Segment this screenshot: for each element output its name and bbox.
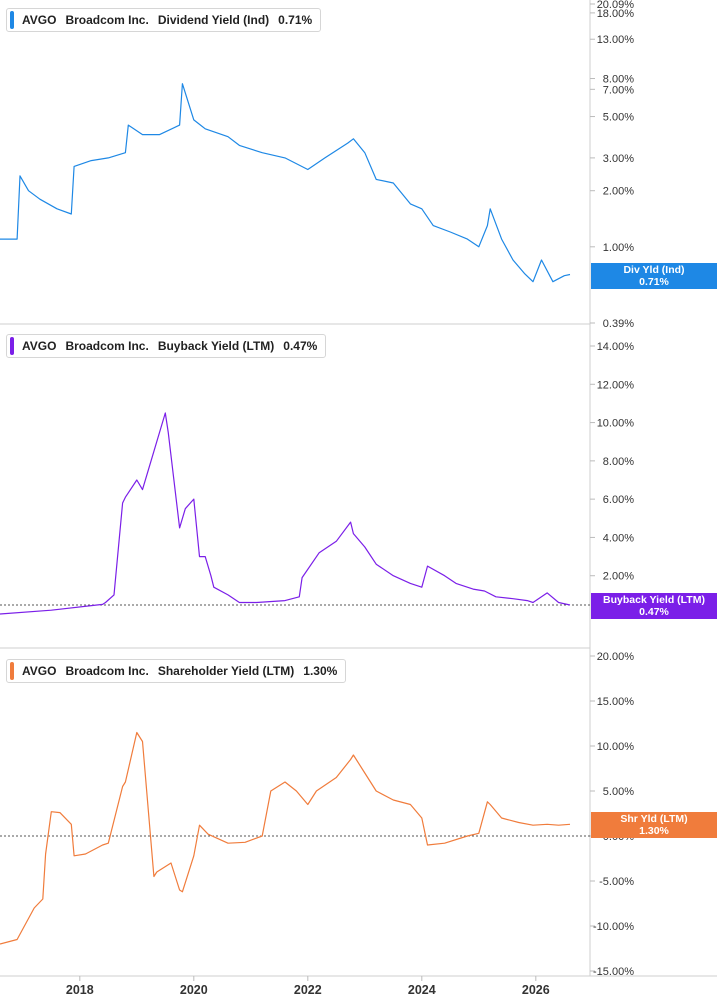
y-tick-label: 1.00%: [603, 242, 634, 254]
y-tick-label: 15.00%: [597, 696, 635, 708]
series-line: [0, 83, 571, 283]
series-color-swatch: [10, 337, 14, 355]
legend-ticker: AVGO: [22, 664, 57, 678]
y-tick-label: 5.00%: [603, 112, 634, 124]
x-tick-label: 2026: [522, 983, 550, 997]
badge-value: 0.47%: [639, 606, 669, 618]
series-line: [0, 731, 571, 945]
y-tick-label: 10.00%: [597, 418, 635, 430]
x-tick-label: 2018: [66, 983, 94, 997]
badge-value: 0.71%: [639, 276, 669, 288]
series-color-swatch: [10, 11, 14, 29]
y-tick-label: 14.00%: [597, 341, 635, 353]
legend-ticker: AVGO: [22, 13, 57, 27]
y-tick-label: 20.09%: [597, 0, 635, 11]
legend-company: Broadcom Inc.: [65, 339, 149, 353]
series-color-swatch: [10, 662, 14, 680]
legend-company: Broadcom Inc.: [65, 664, 149, 678]
x-tick-label: 2022: [294, 983, 322, 997]
y-tick-label: 10.00%: [597, 741, 635, 753]
panel-legend-shareholder-yield: AVGO Broadcom Inc. Shareholder Yield (LT…: [6, 659, 347, 683]
y-tick-label: 2.00%: [603, 186, 634, 198]
badge-value: 1.30%: [639, 825, 669, 837]
badge-label: Buyback Yield (LTM): [603, 594, 705, 606]
y-tick-label: 20.00%: [597, 651, 635, 663]
x-tick-label: 2024: [408, 983, 436, 997]
series-line: [0, 412, 571, 615]
badge-label: Shr Yld (LTM): [620, 813, 688, 825]
x-tick-label: 2020: [180, 983, 208, 997]
y-tick-label: 8.00%: [603, 74, 634, 86]
y-tick-label: 6.00%: [603, 494, 634, 506]
last-value-badge-shareholder: Shr Yld (LTM) 1.30%: [591, 812, 717, 838]
legend-value: 1.30%: [303, 664, 338, 678]
y-tick-label: 12.00%: [597, 379, 635, 391]
last-value-badge-dividend: Div Yld (Ind) 0.71%: [591, 263, 717, 289]
legend-metric: Buyback Yield (LTM): [157, 339, 275, 353]
y-tick-label: -10.00%: [593, 921, 634, 933]
y-tick-label: 18.00%: [597, 8, 635, 20]
y-tick-label: 8.00%: [603, 456, 634, 468]
y-tick-label: -15.00%: [593, 966, 634, 978]
legend-metric: Dividend Yield (Ind): [157, 13, 270, 27]
legend-metric: Shareholder Yield (LTM): [157, 664, 295, 678]
y-tick-label: 0.39%: [603, 318, 634, 330]
y-tick-label: 7.00%: [603, 84, 634, 96]
y-tick-label: 2.00%: [603, 571, 634, 583]
legend-ticker: AVGO: [22, 339, 57, 353]
y-tick-label: 13.00%: [597, 34, 635, 46]
panel-legend-buyback-yield: AVGO Broadcom Inc. Buyback Yield (LTM) 0…: [6, 334, 327, 358]
y-tick-label: 4.00%: [603, 532, 634, 544]
y-tick-label: -5.00%: [599, 876, 634, 888]
y-tick-label: 3.00%: [603, 153, 634, 165]
legend-value: 0.71%: [278, 13, 313, 27]
legend-company: Broadcom Inc.: [65, 13, 149, 27]
badge-label: Div Yld (Ind): [623, 264, 685, 276]
last-value-badge-buyback: Buyback Yield (LTM) 0.47%: [591, 593, 717, 619]
legend-value: 0.47%: [283, 339, 318, 353]
panel-legend-dividend-yield: AVGO Broadcom Inc. Dividend Yield (Ind) …: [6, 8, 322, 32]
y-tick-label: 5.00%: [603, 786, 634, 798]
